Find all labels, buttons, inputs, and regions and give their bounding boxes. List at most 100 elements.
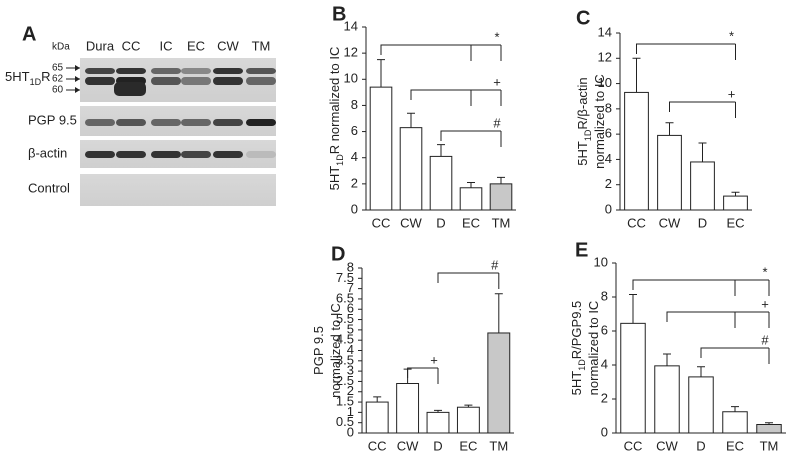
blot-band [116, 119, 146, 126]
x-tick-label: CC [372, 215, 391, 230]
row-label: PGP 9.5 [28, 112, 77, 127]
error-bar [663, 353, 671, 366]
x-tick-label: CW [397, 438, 419, 453]
blot-band [213, 151, 243, 158]
blot-band [114, 82, 146, 96]
y-tick-label: 14 [344, 18, 358, 33]
y-tick-label: 0 [351, 201, 358, 216]
bar [396, 383, 420, 434]
x-tick-label: TM [489, 438, 508, 453]
row-label: β-actin [28, 145, 67, 160]
x-tick-label: D [698, 215, 707, 230]
panel-letter: B [332, 3, 346, 25]
bar [722, 411, 748, 434]
error-bar [697, 366, 705, 377]
bar [365, 401, 389, 434]
blot-band [246, 77, 276, 85]
y-axis-label: 5HT1DR/β-actin [575, 77, 593, 165]
blot-band [85, 119, 115, 126]
y-tick-label: 2 [347, 383, 354, 398]
error-bar [467, 182, 475, 188]
y-tick-label: 7 [347, 280, 354, 295]
y-axis-label-part: 1D [583, 129, 593, 141]
x-tick-label: D [433, 438, 442, 453]
y-tick-label: 6 [351, 123, 358, 138]
error-bar [765, 422, 773, 425]
bar [429, 155, 453, 211]
y-axis-label-part: normalized to IC [592, 74, 607, 169]
lane-label: EC [187, 38, 205, 53]
y-tick-label: 12 [344, 45, 358, 60]
significance-symbol: + [493, 74, 501, 89]
bar [489, 183, 513, 211]
y-tick-label: 10 [344, 71, 358, 86]
x-tick-label: TM [492, 215, 511, 230]
significance-symbol: # [761, 332, 769, 347]
y-axis-label: normalized to IC [586, 301, 601, 396]
y-tick-label: 10 [594, 254, 608, 269]
significance-bracket [666, 311, 770, 328]
y-tick-label: 3 [347, 363, 354, 378]
blot-band [181, 151, 211, 158]
y-tick-label: 2.5 [336, 373, 354, 388]
error-bar [629, 293, 637, 324]
blot-band [213, 77, 243, 85]
y-axis-label-part: 1D [577, 359, 587, 371]
error-bar [434, 409, 442, 413]
y-tick-label: 1 [347, 404, 354, 419]
lane-label: CW [217, 38, 239, 53]
bar [426, 411, 450, 434]
bar [369, 86, 393, 211]
y-tick-label: 5.5 [336, 311, 354, 326]
blot-band [116, 68, 146, 74]
blot-band [85, 68, 115, 74]
row-label-part: R [41, 69, 50, 84]
y-axis-label-part: normalized to IC [586, 301, 601, 396]
y-axis-label-part: PGP 9.5 [311, 326, 326, 375]
y-axis-label-part: R/PGP9.5 [569, 301, 584, 360]
blot-band [85, 77, 115, 85]
bar [624, 91, 649, 211]
x-tick-label: EC [726, 215, 744, 230]
y-axis-label: 5HT1DR/PGP9.5 [569, 301, 587, 396]
y-axis-label-part: 5HT [569, 371, 584, 396]
blot-band [151, 77, 181, 85]
blot-band [213, 68, 243, 74]
x-tick-label: CC [624, 438, 643, 453]
error-bar [437, 144, 445, 157]
y-axis-label-part: 1D [335, 154, 345, 166]
bar [399, 127, 423, 211]
x-tick-label: TM [760, 438, 779, 453]
x-tick-label: D [696, 438, 705, 453]
error-bar [665, 122, 674, 136]
x-tick-label: EC [459, 438, 477, 453]
x-tick-label: CW [656, 438, 678, 453]
marker-label: 60 [52, 85, 64, 96]
blot-band [181, 77, 211, 85]
significance-bracket [440, 130, 502, 147]
y-tick-label: 8 [601, 288, 608, 303]
blot-band [85, 151, 115, 158]
row-label-part: 5HT [5, 69, 30, 84]
blot-strip [80, 174, 276, 206]
marker-arrowhead [75, 76, 80, 82]
x-tick-label: CC [368, 438, 387, 453]
error-bar [373, 396, 382, 403]
significance-bracket [410, 89, 502, 106]
y-axis-label: normalized to IC [592, 74, 607, 169]
y-axis-label: 5HT1DR normalized to IC [327, 47, 345, 191]
y-tick-label: 12 [598, 50, 612, 65]
y-tick-label: 6 [347, 301, 354, 316]
bar [456, 406, 480, 434]
lane-label: Dura [86, 38, 115, 53]
error-bar [377, 59, 385, 88]
y-axis-label: PGP 9.5 [311, 326, 326, 375]
blot-band [151, 119, 181, 126]
bar [723, 195, 748, 211]
y-axis-label-part: 5HT [575, 141, 590, 166]
error-bar [494, 293, 503, 333]
row-label-part: 1D [30, 77, 42, 87]
bar [657, 134, 682, 211]
significance-symbol: + [761, 296, 769, 311]
